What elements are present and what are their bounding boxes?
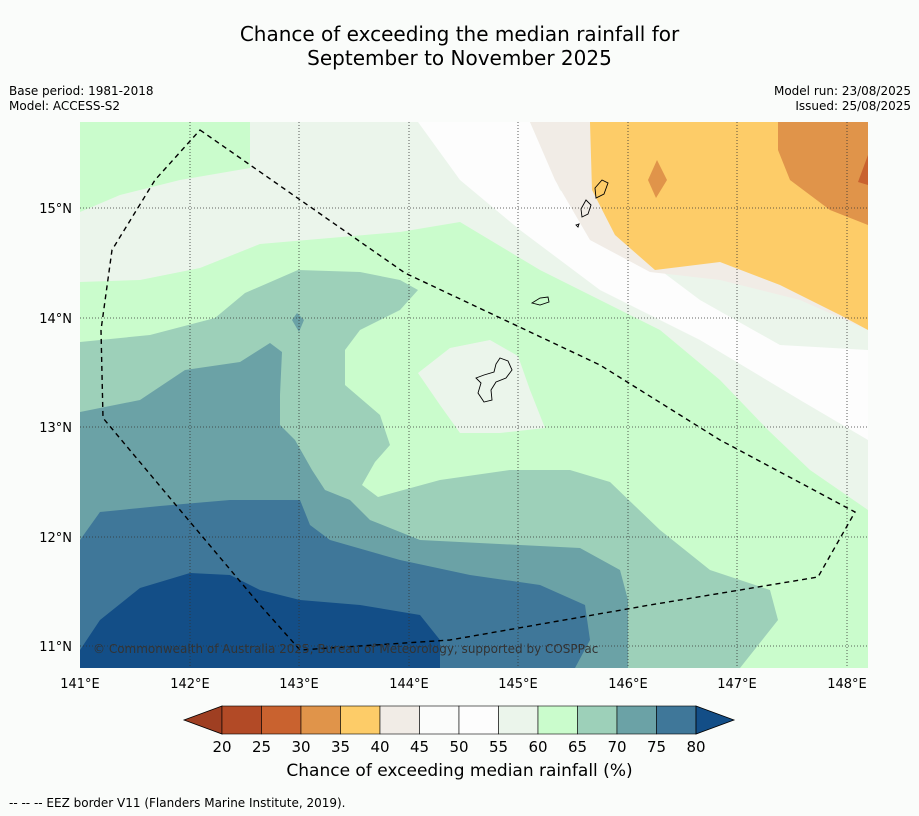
title-line-2: September to November 2025 [307, 46, 612, 70]
longitude-labels: 141°E 142°E 143°E 144°E 145°E 146°E 147°E 148°E [60, 677, 867, 692]
colorbar-tick-label: 50 [449, 738, 468, 756]
tinian-island [580, 199, 592, 218]
colorbar-tick-label: 25 [252, 738, 271, 756]
colorbar-label: Chance of exceeding median rainfall (%) [286, 761, 633, 781]
guam-island [475, 357, 513, 403]
longitude-tick-label: 145°E [498, 677, 538, 692]
colorbar-tick-label: 70 [607, 738, 626, 756]
colorbar-tick-label: 60 [528, 738, 547, 756]
colorbar-swatch [537, 705, 578, 735]
contour-55-60-island [418, 340, 545, 433]
longitude-tick-label: 143°E [279, 677, 319, 692]
colorbar-tick-label: 55 [489, 738, 508, 756]
longitude-tick-label: 141°E [60, 677, 100, 692]
colorbar-tick-label: 35 [331, 738, 350, 756]
longitude-tick-label: 146°E [608, 677, 648, 692]
issued-date: Issued: 25/08/2025 [795, 99, 911, 113]
title-line-1: Chance of exceeding the median rainfall … [239, 22, 680, 46]
latitude-tick-label: 15°N [39, 202, 72, 217]
colorbar-swatch [419, 705, 460, 735]
rainfall-contours [80, 122, 868, 668]
eez-border [100, 129, 856, 651]
colorbar-swatch [656, 705, 697, 735]
colorbar: 20 25 30 35 40 45 50 55 60 65 70 75 80 [182, 705, 736, 756]
colorbar-tick-label: 30 [291, 738, 310, 756]
model-name: Model: ACCESS-S2 [9, 99, 121, 113]
latitude-tick-label: 13°N [39, 421, 72, 436]
chart-title: Chance of exceeding the median rainfall … [0, 22, 919, 70]
eez-footnote: -- -- -- EEZ border V11 (Flanders Marine… [9, 796, 346, 810]
latitude-tick-label: 14°N [39, 312, 72, 327]
rota-island [530, 296, 550, 306]
base-period: Base period: 1981-2018 [9, 84, 154, 98]
contour-80-plus [80, 573, 440, 668]
meta-left: Base period: 1981-2018 Model: ACCESS-S2 [9, 84, 154, 114]
colorbar-swatch [458, 705, 499, 735]
model-run: Model run: 23/08/2025 [773, 84, 911, 98]
colorbar-swatch [498, 705, 539, 735]
colorbar-tick-label: 40 [370, 738, 389, 756]
longitude-tick-label: 144°E [389, 677, 429, 692]
contour-25-30-spot [858, 155, 868, 185]
colorbar-swatch [379, 705, 420, 735]
contour-50-55 [418, 122, 868, 440]
landmasses [475, 179, 609, 403]
colorbar-over-arrow [695, 705, 736, 735]
saipan-island [594, 179, 609, 199]
colorbar-swatch [340, 705, 381, 735]
colorbar-swatch [577, 705, 618, 735]
contour-65-70-spot [292, 313, 304, 332]
forecast-map: © Commonwealth of Australia 2025, Bureau… [39, 122, 868, 756]
aguijan-island [575, 223, 580, 228]
colorbar-tick-label: 20 [212, 738, 231, 756]
colorbar-swatch [300, 705, 341, 735]
longitude-tick-label: 147°E [717, 677, 757, 692]
colorbar-swatch [221, 705, 262, 735]
contour-60-65-top [80, 122, 250, 212]
copyright-notice: © Commonwealth of Australia 2025, Bureau… [93, 642, 598, 656]
longitude-tick-label: 142°E [170, 677, 210, 692]
colorbar-under-arrow [182, 705, 223, 735]
colorbar-swatch [261, 705, 302, 735]
longitude-tick-label: 148°E [827, 677, 867, 692]
contour-30-35-spot [648, 160, 667, 198]
latitude-labels: 15°N 14°N 13°N 12°N 11°N [39, 202, 72, 655]
colorbar-tick-label: 80 [686, 738, 705, 756]
colorbar-tick-label: 45 [410, 738, 429, 756]
latitude-tick-label: 11°N [39, 640, 72, 655]
colorbar-swatch [616, 705, 657, 735]
colorbar-tick-label: 75 [647, 738, 666, 756]
graticule [80, 122, 868, 668]
colorbar-tick-label: 65 [568, 738, 587, 756]
contour-30-35 [778, 122, 868, 225]
meta-right: Model run: 23/08/2025 Issued: 25/08/2025 [774, 84, 911, 114]
latitude-tick-label: 12°N [39, 531, 72, 546]
